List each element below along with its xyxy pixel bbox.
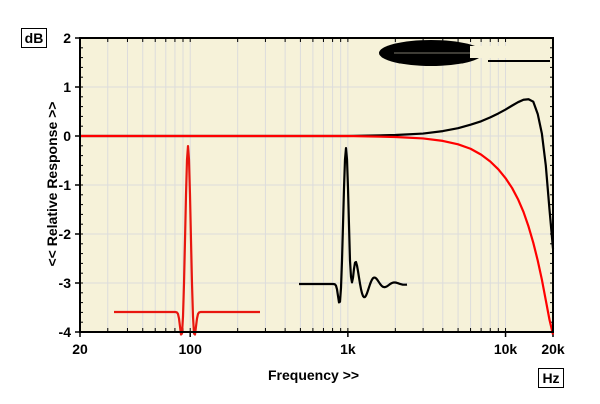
x-unit-label: Hz bbox=[538, 368, 564, 388]
y-tick-label: 2 bbox=[63, 30, 71, 46]
plot-border bbox=[79, 37, 554, 333]
logo-tagline-mark bbox=[488, 60, 550, 62]
impulse-response-black bbox=[298, 147, 408, 304]
x-tick-label: 10k bbox=[494, 341, 518, 357]
y-unit-label: dB bbox=[21, 28, 47, 48]
y-tick-label: 1 bbox=[63, 79, 71, 95]
logo-band bbox=[470, 46, 550, 58]
y-tick-label: 0 bbox=[63, 128, 71, 144]
x-tick-label: 1k bbox=[340, 341, 356, 357]
miller-audio-research-logo bbox=[379, 40, 550, 66]
y-axis-title: << Relative Response >> bbox=[44, 101, 60, 267]
series-1-line bbox=[80, 98, 555, 249]
y-tick-label: -1 bbox=[59, 177, 72, 193]
x-tick-label: 100 bbox=[179, 341, 203, 357]
x-tick-label: 20 bbox=[72, 341, 88, 357]
x-tick-label: 20k bbox=[541, 341, 565, 357]
y-tick-label: -3 bbox=[59, 275, 72, 291]
series-2-line bbox=[80, 134, 555, 335]
y-tick-label: -2 bbox=[59, 226, 72, 242]
impulse-response-red bbox=[113, 145, 261, 336]
y-tick-label: -4 bbox=[59, 324, 72, 340]
x-axis-title: Frequency >> bbox=[268, 367, 360, 383]
